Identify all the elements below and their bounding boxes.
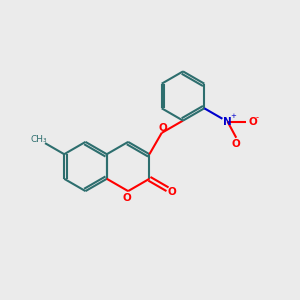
Text: N: N [223, 117, 232, 127]
Text: O: O [168, 187, 177, 197]
Text: +: + [230, 113, 236, 119]
Text: CH₃: CH₃ [30, 135, 47, 144]
Text: O: O [232, 139, 241, 149]
Text: O: O [122, 193, 131, 203]
Text: -: - [256, 113, 259, 122]
Text: O: O [248, 117, 257, 127]
Text: O: O [158, 123, 167, 134]
